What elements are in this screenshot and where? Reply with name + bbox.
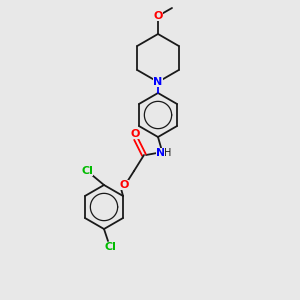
Text: O: O xyxy=(130,129,140,139)
Text: O: O xyxy=(119,180,129,190)
Text: O: O xyxy=(153,11,163,21)
Text: Cl: Cl xyxy=(81,166,93,176)
Text: N: N xyxy=(153,77,163,87)
Text: H: H xyxy=(164,148,172,158)
Text: Cl: Cl xyxy=(104,242,116,252)
Text: N: N xyxy=(156,148,166,158)
